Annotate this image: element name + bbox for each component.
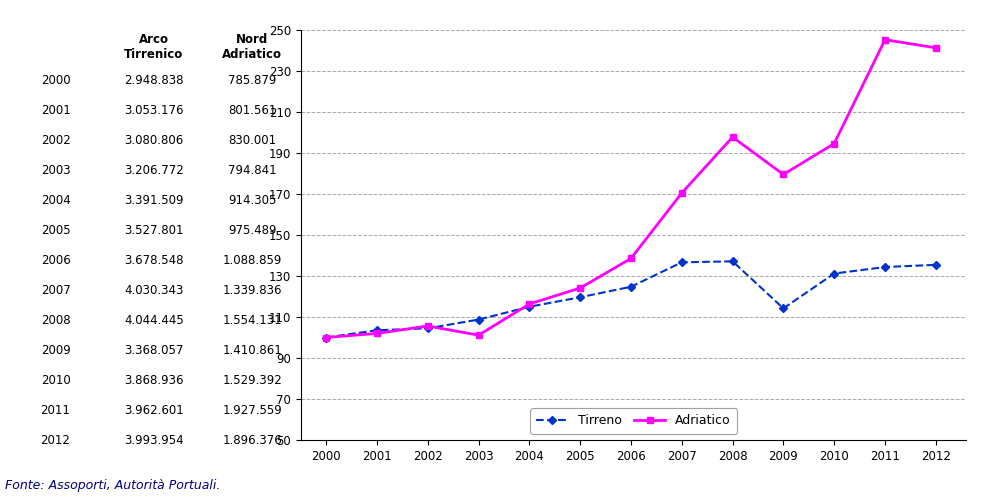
- Text: 2011: 2011: [40, 404, 70, 416]
- Tirreno: [371, 327, 383, 333]
- Tirreno: [524, 304, 535, 310]
- Text: 3.993.954: 3.993.954: [124, 434, 183, 446]
- Adriatico: [930, 45, 942, 51]
- Adriatico: [574, 285, 586, 291]
- Text: 830.001: 830.001: [228, 134, 276, 147]
- Text: 2005: 2005: [40, 224, 70, 237]
- Text: 2003: 2003: [40, 164, 70, 177]
- Tirreno: [675, 260, 687, 266]
- Text: 2012: 2012: [40, 434, 70, 446]
- Text: 1.339.836: 1.339.836: [223, 284, 282, 297]
- Tirreno: [828, 270, 840, 276]
- Legend: Tirreno, Adriatico: Tirreno, Adriatico: [530, 408, 737, 434]
- Text: 2010: 2010: [40, 374, 70, 386]
- Adriatico: [625, 256, 637, 262]
- Text: 801.561: 801.561: [228, 104, 276, 118]
- Text: 1.554.131: 1.554.131: [223, 314, 282, 327]
- Line: Adriatico: Adriatico: [322, 36, 940, 341]
- Text: 2002: 2002: [40, 134, 70, 147]
- Text: 2006: 2006: [40, 254, 70, 267]
- Adriatico: [524, 301, 535, 307]
- Text: 4.044.445: 4.044.445: [124, 314, 183, 327]
- Adriatico: [422, 323, 434, 329]
- Tirreno: [574, 294, 586, 300]
- Text: 1.410.861: 1.410.861: [223, 344, 282, 357]
- Adriatico: [828, 140, 840, 146]
- Text: 1.088.859: 1.088.859: [223, 254, 282, 267]
- Text: 1.896.376: 1.896.376: [223, 434, 282, 446]
- Text: 3.962.601: 3.962.601: [124, 404, 183, 416]
- Adriatico: [675, 190, 687, 196]
- Adriatico: [472, 332, 484, 338]
- Text: 1.529.392: 1.529.392: [223, 374, 282, 386]
- Text: 2007: 2007: [40, 284, 70, 297]
- Adriatico: [371, 330, 383, 336]
- Text: 794.841: 794.841: [228, 164, 276, 177]
- Tirreno: [472, 316, 484, 322]
- Tirreno: [320, 334, 332, 340]
- Text: 914.305: 914.305: [228, 194, 276, 207]
- Text: 3.053.176: 3.053.176: [124, 104, 183, 118]
- Tirreno: [930, 262, 942, 268]
- Text: 3.391.509: 3.391.509: [124, 194, 183, 207]
- Tirreno: [625, 284, 637, 290]
- Text: 3.368.057: 3.368.057: [124, 344, 183, 357]
- Tirreno: [778, 306, 790, 312]
- Text: 2.948.838: 2.948.838: [124, 74, 183, 88]
- Text: 975.489: 975.489: [228, 224, 276, 237]
- Text: 3.527.801: 3.527.801: [124, 224, 183, 237]
- Text: Arco
Tirrenico: Arco Tirrenico: [124, 32, 183, 60]
- Text: 3.080.806: 3.080.806: [124, 134, 183, 147]
- Line: Tirreno: Tirreno: [323, 258, 939, 340]
- Adriatico: [880, 36, 891, 43]
- Adriatico: [778, 172, 790, 177]
- Text: 2009: 2009: [40, 344, 70, 357]
- Text: 4.030.343: 4.030.343: [124, 284, 183, 297]
- Adriatico: [727, 134, 739, 140]
- Text: Nord
Adriatico: Nord Adriatico: [222, 32, 282, 60]
- Text: 1.927.559: 1.927.559: [223, 404, 282, 416]
- Tirreno: [727, 258, 739, 264]
- Text: 2004: 2004: [40, 194, 70, 207]
- Adriatico: [320, 334, 332, 340]
- Text: 3.678.548: 3.678.548: [124, 254, 183, 267]
- Text: 3.868.936: 3.868.936: [124, 374, 183, 386]
- Text: Fonte: Assoporti, Autorità Portuali.: Fonte: Assoporti, Autorità Portuali.: [5, 480, 220, 492]
- Tirreno: [880, 264, 891, 270]
- Text: 785.879: 785.879: [228, 74, 276, 88]
- Text: 2008: 2008: [40, 314, 70, 327]
- Text: 2001: 2001: [40, 104, 70, 118]
- Tirreno: [422, 326, 434, 332]
- Text: 2000: 2000: [40, 74, 70, 88]
- Text: 3.206.772: 3.206.772: [124, 164, 183, 177]
